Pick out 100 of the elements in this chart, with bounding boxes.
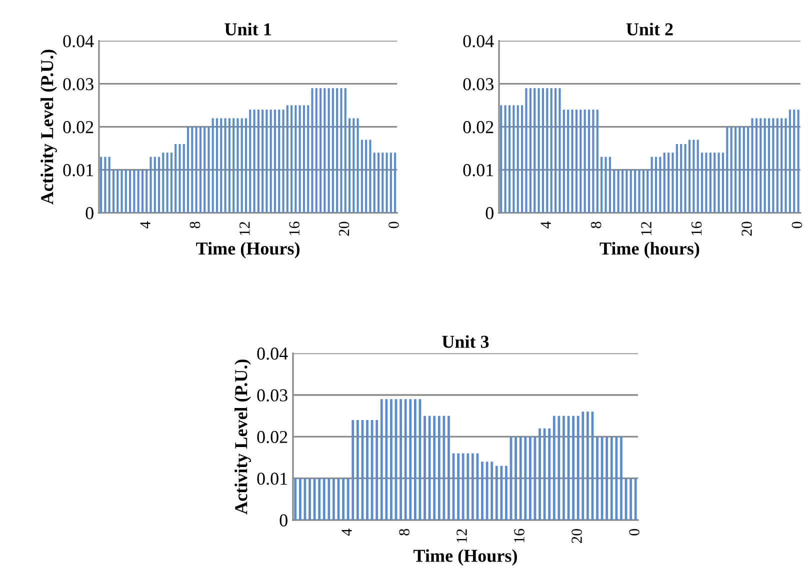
x-tick-label: 0 <box>629 528 640 536</box>
bar <box>133 170 136 213</box>
bar <box>700 152 704 213</box>
bar <box>438 416 440 520</box>
bar <box>328 88 330 213</box>
bar <box>680 144 682 213</box>
y-axis-title: Activity Level (P.U.) <box>234 360 251 514</box>
x-tick-label: 4 <box>342 528 352 536</box>
bar <box>505 466 508 520</box>
bar <box>642 170 644 213</box>
bar <box>610 436 613 520</box>
bar <box>332 478 335 520</box>
bar <box>546 88 548 213</box>
y-tick-label: 0.02 <box>463 121 494 134</box>
x-axis-title: Time (Hours) <box>414 549 517 566</box>
bar <box>558 416 560 520</box>
bar <box>290 105 293 213</box>
bar <box>409 399 412 520</box>
bar <box>734 126 737 213</box>
bar <box>548 428 551 520</box>
bar <box>332 88 334 213</box>
bar <box>346 478 350 520</box>
bar <box>376 420 378 520</box>
bar <box>481 462 484 520</box>
x-tick-label: 0 <box>792 222 802 228</box>
bar <box>730 126 732 213</box>
x-axis-title: Time (hours) <box>600 242 700 258</box>
bar <box>137 170 140 213</box>
bar <box>360 140 363 213</box>
chart-title: Unit 2 <box>626 22 673 36</box>
bar <box>582 412 584 520</box>
bar <box>324 88 326 213</box>
bar <box>308 478 311 520</box>
bar <box>772 118 774 213</box>
y-tick-label: 0.04 <box>463 35 494 48</box>
bar <box>525 88 528 213</box>
bar <box>240 118 243 213</box>
bar <box>382 152 384 213</box>
bar <box>120 170 123 213</box>
x-tick-label: 12 <box>641 222 652 236</box>
bar <box>390 152 392 213</box>
bar <box>600 436 604 520</box>
y-tick-label: 0.03 <box>63 78 94 90</box>
chart-title: Unit 1 <box>224 22 271 36</box>
bar <box>294 105 297 213</box>
bar <box>722 152 724 213</box>
bar <box>552 416 556 520</box>
bar <box>191 126 194 213</box>
bar <box>141 170 144 213</box>
y-tick-label: 0.02 <box>257 430 288 444</box>
bar <box>755 118 758 213</box>
bar <box>424 416 426 520</box>
bar <box>580 110 582 213</box>
bar <box>615 436 618 520</box>
bar <box>116 170 119 213</box>
bar <box>286 105 288 213</box>
bar <box>104 156 106 213</box>
bar <box>448 416 450 520</box>
x-tick-label: 8 <box>190 222 200 228</box>
bar <box>154 156 156 213</box>
x-tick-label: 16 <box>289 222 300 236</box>
x-tick-label: 16 <box>514 528 524 542</box>
bar <box>307 105 310 213</box>
bar <box>528 436 532 520</box>
bar <box>266 110 268 213</box>
bar <box>365 140 368 213</box>
bar <box>328 478 330 520</box>
bar <box>764 118 766 213</box>
bar <box>567 110 570 213</box>
bar <box>186 126 190 213</box>
bar <box>298 478 302 520</box>
bar <box>471 453 474 520</box>
bar <box>182 144 185 213</box>
bar <box>538 428 541 520</box>
bar <box>495 466 498 520</box>
x-tick-label: 8 <box>399 528 410 536</box>
bar <box>617 170 620 213</box>
bar <box>486 462 488 520</box>
bar <box>311 88 314 213</box>
bar <box>684 144 686 213</box>
x-tick-label: 0 <box>388 222 399 228</box>
y-tick-label: 0 <box>280 514 288 526</box>
bar <box>204 126 206 213</box>
bar <box>554 88 557 213</box>
bar <box>514 436 517 520</box>
bar <box>462 453 464 520</box>
bar <box>543 428 546 520</box>
bar <box>621 170 624 213</box>
bar <box>714 152 716 213</box>
bar <box>788 110 791 213</box>
bar <box>158 156 160 213</box>
bar <box>385 399 388 520</box>
bar <box>162 152 164 213</box>
bar <box>688 140 691 213</box>
bar <box>166 152 168 213</box>
y-tick-label: 0 <box>86 207 94 220</box>
bar <box>672 152 674 213</box>
bar <box>776 118 778 213</box>
x-tick-label: 20 <box>742 222 752 236</box>
bar <box>793 110 796 213</box>
